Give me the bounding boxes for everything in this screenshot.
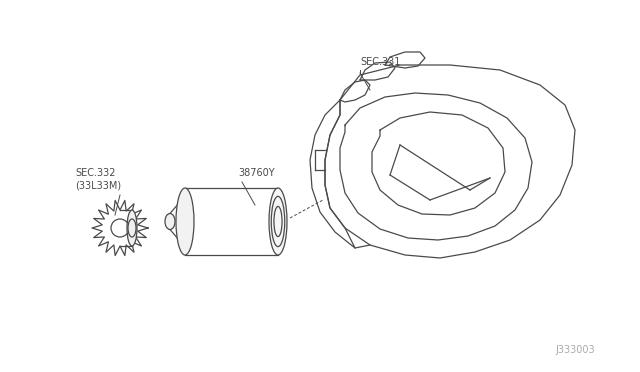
Text: SEC.331: SEC.331 [360, 57, 401, 67]
Text: 38760Y: 38760Y [238, 168, 275, 178]
Ellipse shape [127, 210, 137, 246]
Text: SEC.332
(33L33M): SEC.332 (33L33M) [75, 168, 121, 190]
Ellipse shape [269, 188, 287, 255]
Ellipse shape [176, 188, 194, 255]
Text: J333003: J333003 [556, 345, 595, 355]
Ellipse shape [165, 214, 175, 230]
